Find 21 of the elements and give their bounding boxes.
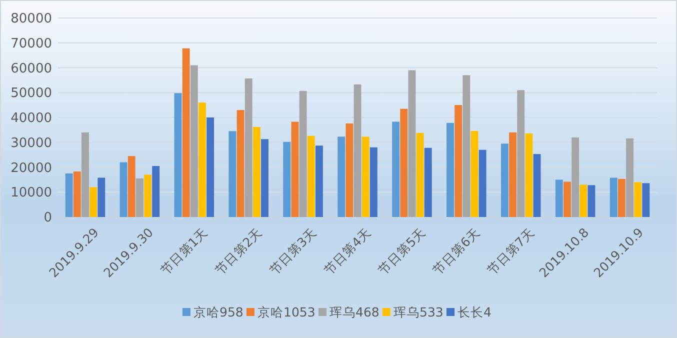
legend-label: 珲乌468 <box>330 304 380 320</box>
y-tick-label: 70000 <box>10 36 52 52</box>
y-tick-label: 40000 <box>10 111 52 126</box>
y-tick-label: 0 <box>44 210 52 226</box>
x-tick-label: 节日第4天 <box>320 224 374 278</box>
x-tick-label: 节日第1天 <box>157 224 210 278</box>
legend-label: 京哈1053 <box>258 304 316 320</box>
legend-label: 长长4 <box>458 304 492 320</box>
y-tick-label: 50000 <box>10 86 52 102</box>
y-tick-label: 30000 <box>10 136 52 151</box>
x-tick-label: 节日第5天 <box>375 224 428 278</box>
x-tick-label: 节日第2天 <box>212 224 265 278</box>
x-tick-label: 节日第7天 <box>484 224 538 278</box>
y-tick-label: 20000 <box>10 160 52 176</box>
y-tick-label: 60000 <box>10 61 52 76</box>
y-tick-label: 10000 <box>10 186 52 201</box>
y-tick-label: 80000 <box>10 12 52 27</box>
x-tick-label: 节日第3天 <box>266 224 320 278</box>
legend-label: 京哈958 <box>194 304 244 320</box>
legend-label: 珲乌533 <box>394 304 444 320</box>
x-tick-label: 节日第6天 <box>430 224 483 278</box>
